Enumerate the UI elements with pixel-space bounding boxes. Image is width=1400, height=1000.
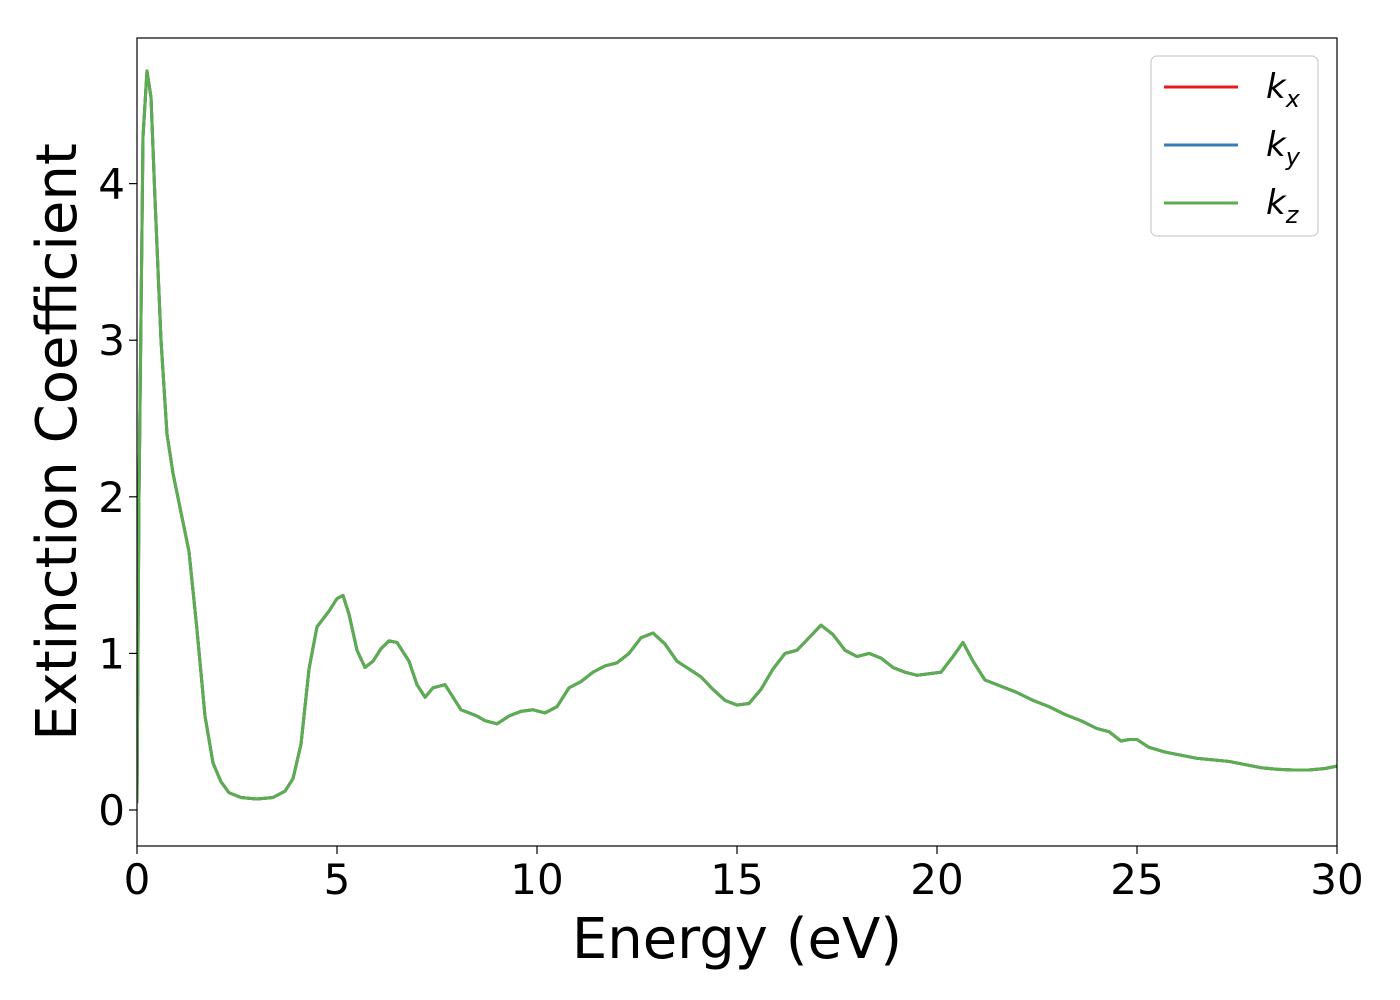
y-tick-label: 0 <box>98 786 125 835</box>
x-tick-label: 0 <box>124 855 151 904</box>
y-axis-title: Extinction Coefficient <box>25 143 90 741</box>
x-tick-label: 25 <box>1110 855 1163 904</box>
y-axis: 0 1 2 3 4 <box>98 160 137 835</box>
legend-label-y: ky <box>1266 125 1301 171</box>
y-tick-label: 1 <box>98 629 125 678</box>
y-tick-label: 2 <box>98 473 125 522</box>
series-line-z <box>137 69 1337 804</box>
legend-label-z: kz <box>1266 183 1300 229</box>
series-layer <box>137 69 1337 804</box>
x-tick-label: 15 <box>710 855 763 904</box>
legend: kx ky kz <box>1150 55 1319 237</box>
x-axis: 0 5 10 15 20 25 30 <box>124 846 1364 904</box>
x-tick-label: 20 <box>910 855 963 904</box>
x-tick-label: 10 <box>510 855 563 904</box>
y-tick-label: 4 <box>98 160 125 209</box>
x-axis-title: Energy (eV) <box>572 907 902 972</box>
x-tick-label: 30 <box>1310 855 1363 904</box>
legend-label-x: kx <box>1266 67 1301 113</box>
x-tick-label: 5 <box>324 855 351 904</box>
y-tick-label: 3 <box>98 316 125 365</box>
